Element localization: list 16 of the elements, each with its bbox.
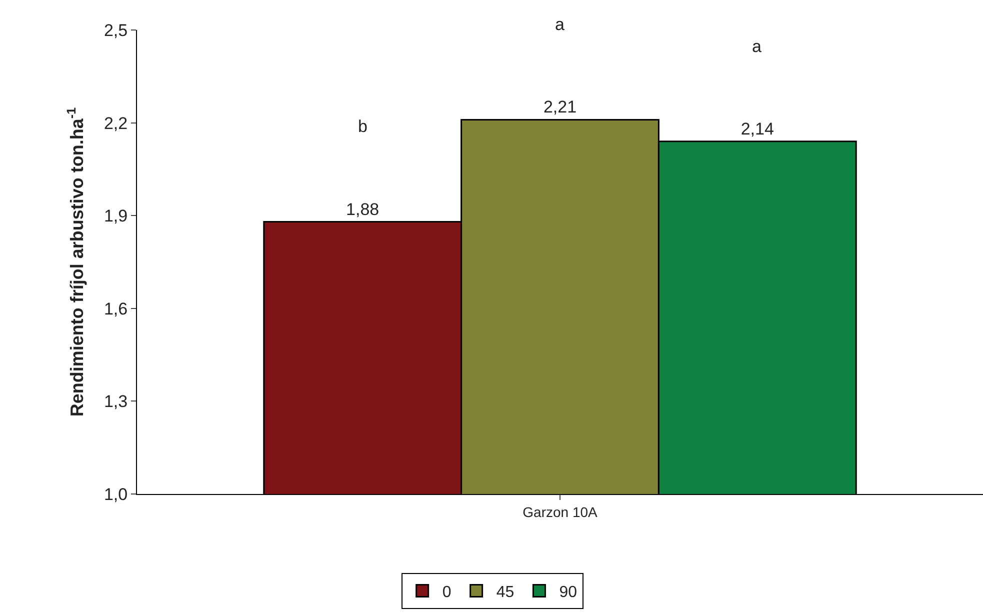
annotation: a xyxy=(752,37,762,56)
legend-label: 90 xyxy=(559,584,578,602)
y-tick-label: 1,6 xyxy=(104,299,128,318)
annotation: a xyxy=(555,15,565,34)
data-label: 2,21 xyxy=(543,98,577,117)
legend-label: 0 xyxy=(442,584,452,602)
x-tick-label: Garzon 10A xyxy=(522,504,598,520)
y-tick-label: 1,3 xyxy=(104,392,128,412)
y-tick-label: 2,5 xyxy=(104,20,128,40)
data-label: 1,88 xyxy=(346,200,380,219)
legend-label: 45 xyxy=(496,584,514,602)
data-label: 2,14 xyxy=(740,119,774,138)
y-tick-label: 1,0 xyxy=(104,484,128,504)
y-tick-label: 1,9 xyxy=(104,206,128,226)
annotation: b xyxy=(358,117,368,136)
y-tick-label: 2,2 xyxy=(104,114,128,133)
